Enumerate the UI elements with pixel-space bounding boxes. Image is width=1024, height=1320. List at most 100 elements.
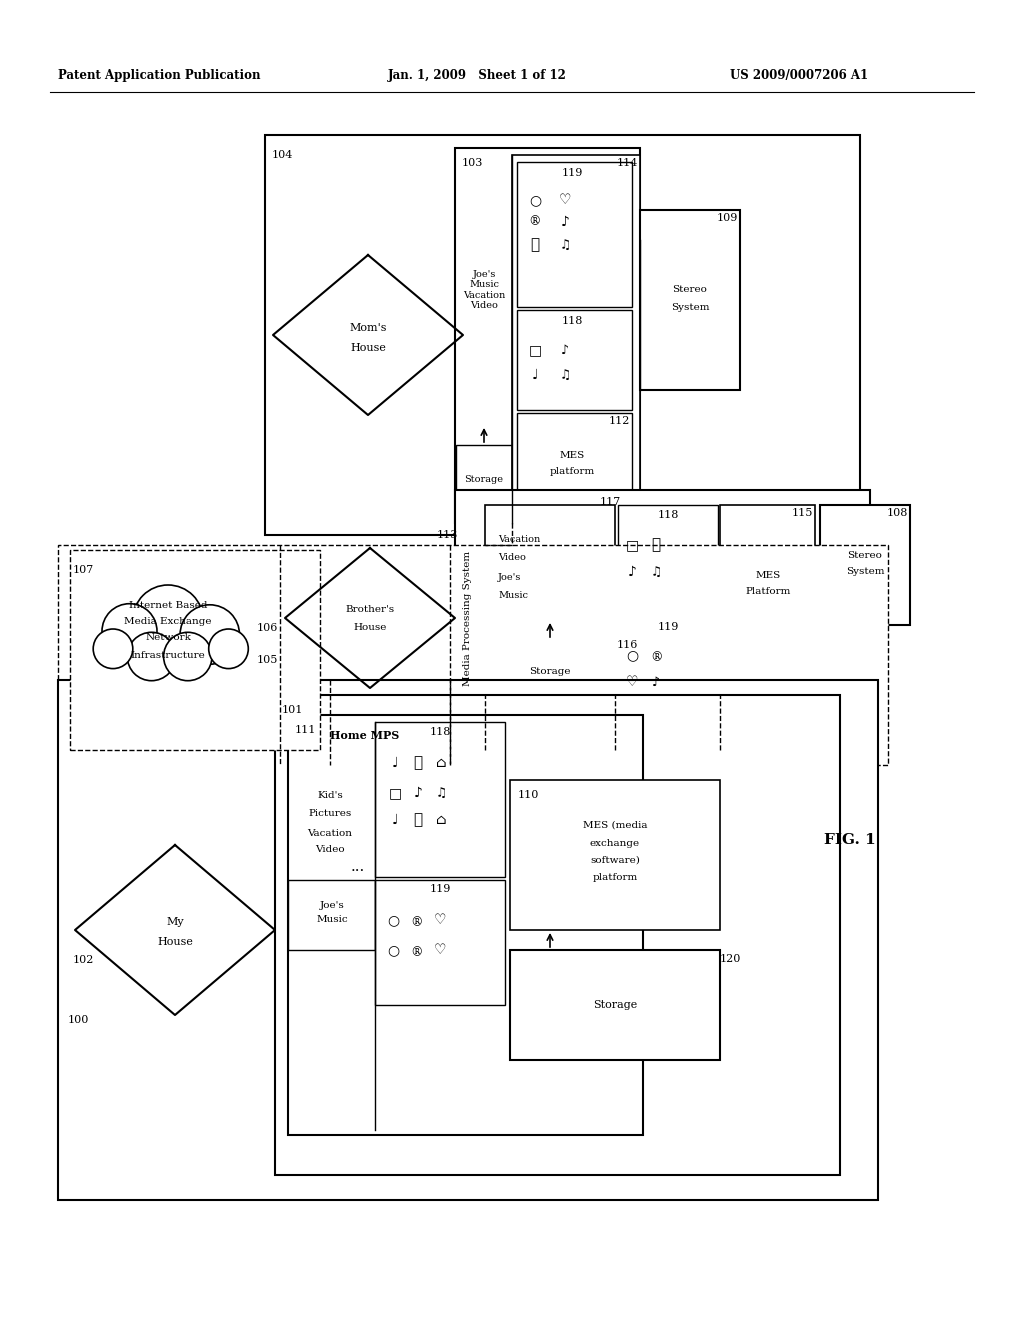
Text: ☽: ☽ xyxy=(414,756,423,770)
Text: 105: 105 xyxy=(257,655,278,665)
Text: Storage: Storage xyxy=(465,475,504,484)
Text: ...: ... xyxy=(351,861,366,874)
Bar xyxy=(265,135,860,535)
Text: ♫: ♫ xyxy=(559,368,570,381)
Circle shape xyxy=(102,603,157,659)
Text: ♡: ♡ xyxy=(626,675,638,689)
Bar xyxy=(820,506,910,624)
Bar xyxy=(288,880,375,950)
Text: 106: 106 xyxy=(257,623,278,634)
Bar xyxy=(456,445,512,520)
Text: 108: 108 xyxy=(887,508,908,517)
Text: ○: ○ xyxy=(387,913,399,927)
Text: Media Exchange: Media Exchange xyxy=(124,618,212,627)
Bar xyxy=(485,640,615,705)
Text: ®: ® xyxy=(650,652,663,664)
Text: 119: 119 xyxy=(561,168,583,178)
Bar xyxy=(618,506,718,615)
Bar xyxy=(455,490,870,750)
Text: ☽: ☽ xyxy=(414,813,423,828)
Text: Video: Video xyxy=(498,553,526,562)
Text: ♩: ♩ xyxy=(392,813,398,828)
Text: US 2009/0007206 A1: US 2009/0007206 A1 xyxy=(730,69,868,82)
Text: Joe's
Music
Vacation
Video: Joe's Music Vacation Video xyxy=(463,269,505,310)
Text: software): software) xyxy=(590,855,640,865)
Text: 119: 119 xyxy=(657,622,679,632)
Circle shape xyxy=(209,630,248,669)
Text: ☽: ☽ xyxy=(651,539,660,552)
Text: Jan. 1, 2009   Sheet 1 of 12: Jan. 1, 2009 Sheet 1 of 12 xyxy=(388,69,567,82)
Bar xyxy=(455,148,640,523)
Text: Mom's: Mom's xyxy=(349,323,387,333)
Text: ○: ○ xyxy=(626,648,638,663)
Bar xyxy=(58,545,888,766)
Text: MES: MES xyxy=(756,570,780,579)
Text: 116: 116 xyxy=(617,640,638,649)
Text: House: House xyxy=(353,623,387,632)
Text: 102: 102 xyxy=(73,954,94,965)
Text: Music: Music xyxy=(498,590,528,599)
Text: Stereo: Stereo xyxy=(848,550,883,560)
Text: 118: 118 xyxy=(429,727,451,737)
Text: 111: 111 xyxy=(295,725,316,735)
Circle shape xyxy=(180,605,240,664)
Text: Brother's: Brother's xyxy=(345,606,394,615)
Text: 113: 113 xyxy=(436,531,458,540)
Text: Stereo: Stereo xyxy=(673,285,708,294)
Text: ♡: ♡ xyxy=(559,193,571,207)
Text: Vacation: Vacation xyxy=(498,536,541,544)
Text: 117: 117 xyxy=(600,498,622,507)
Bar xyxy=(275,696,840,1175)
Circle shape xyxy=(164,632,212,681)
Bar xyxy=(510,780,720,931)
Text: Vacation: Vacation xyxy=(307,829,352,837)
Text: MES: MES xyxy=(559,450,585,459)
Text: Joe's: Joe's xyxy=(498,573,521,582)
Text: 114: 114 xyxy=(616,158,638,168)
Text: 110: 110 xyxy=(518,789,540,800)
Bar xyxy=(517,310,632,411)
Text: Storage: Storage xyxy=(593,1001,637,1010)
Bar xyxy=(720,506,815,680)
Text: ♪: ♪ xyxy=(628,565,637,579)
Circle shape xyxy=(93,630,133,669)
Text: Patent Application Publication: Patent Application Publication xyxy=(58,69,260,82)
Text: Music: Music xyxy=(316,916,348,924)
Text: Pictures: Pictures xyxy=(308,808,351,817)
Text: ♪: ♪ xyxy=(561,343,569,356)
Text: 103: 103 xyxy=(462,158,483,168)
Text: 104: 104 xyxy=(272,150,293,160)
Text: 119: 119 xyxy=(429,884,451,894)
Bar xyxy=(288,715,643,1135)
Text: 109: 109 xyxy=(717,213,738,223)
Text: 115: 115 xyxy=(792,508,813,517)
Text: ®: ® xyxy=(528,215,542,228)
Text: 100: 100 xyxy=(68,1015,89,1026)
Text: 107: 107 xyxy=(73,565,94,576)
Bar xyxy=(517,162,632,308)
Text: Storage: Storage xyxy=(529,668,570,676)
Text: Kid's: Kid's xyxy=(317,791,343,800)
Text: ♩: ♩ xyxy=(531,368,539,381)
Text: System: System xyxy=(671,302,710,312)
Text: ®: ® xyxy=(410,946,422,960)
Text: □: □ xyxy=(528,343,542,356)
Text: ☽: ☽ xyxy=(530,238,540,252)
Text: □: □ xyxy=(626,539,639,552)
Text: ♪: ♪ xyxy=(652,676,660,689)
Text: Platform: Platform xyxy=(745,587,791,597)
Text: Infrastructure: Infrastructure xyxy=(131,651,206,660)
Text: ®: ® xyxy=(410,916,422,929)
Text: Network: Network xyxy=(145,634,190,643)
Text: platform: platform xyxy=(549,467,595,477)
Text: ♪: ♪ xyxy=(560,215,569,228)
Text: ♪: ♪ xyxy=(414,785,423,800)
Bar xyxy=(375,880,505,1005)
Text: ○: ○ xyxy=(387,942,399,957)
Text: 120: 120 xyxy=(720,954,741,964)
Text: ⌂: ⌂ xyxy=(435,813,446,828)
Text: ⌂: ⌂ xyxy=(435,756,446,770)
Text: Joe's: Joe's xyxy=(319,900,344,909)
Text: MES (media: MES (media xyxy=(583,821,647,829)
Bar xyxy=(512,154,640,523)
